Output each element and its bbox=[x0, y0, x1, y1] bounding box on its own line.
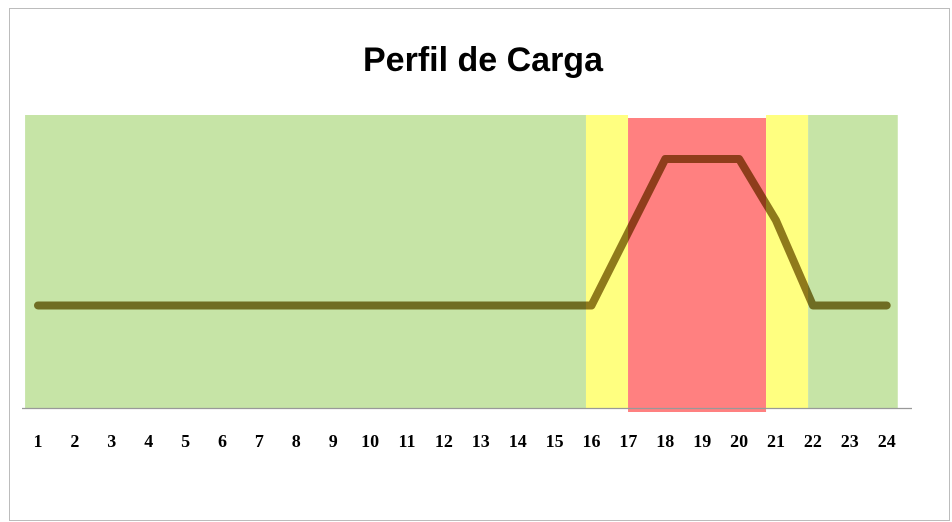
x-tick-label: 10 bbox=[361, 431, 379, 451]
period-band bbox=[808, 115, 898, 408]
x-tick-label: 1 bbox=[34, 431, 43, 451]
x-tick-label: 17 bbox=[619, 431, 637, 451]
bands bbox=[25, 115, 898, 412]
x-tick-label: 13 bbox=[472, 431, 490, 451]
x-tick-label: 7 bbox=[255, 431, 264, 451]
x-tick-label: 14 bbox=[509, 431, 527, 451]
x-tick-label: 18 bbox=[656, 431, 674, 451]
x-tick-label: 16 bbox=[583, 431, 601, 451]
chart-title: Perfil de Carga bbox=[363, 41, 604, 79]
x-tick-label: 12 bbox=[435, 431, 453, 451]
period-band bbox=[585, 115, 629, 408]
x-tick-label: 9 bbox=[329, 431, 338, 451]
x-tick-label: 21 bbox=[767, 431, 785, 451]
x-tick-label: 8 bbox=[292, 431, 301, 451]
period-band bbox=[766, 115, 809, 408]
x-tick-label: 11 bbox=[398, 431, 415, 451]
load-line bbox=[34, 154, 891, 310]
x-tick-label: 2 bbox=[70, 431, 79, 451]
period-band bbox=[25, 115, 586, 408]
x-tick-label: 3 bbox=[107, 431, 116, 451]
x-tick-label: 6 bbox=[218, 431, 227, 451]
x-tick-label: 22 bbox=[804, 431, 822, 451]
x-tick-label: 15 bbox=[546, 431, 564, 451]
x-tick-label: 20 bbox=[730, 431, 748, 451]
x-tick-label: 23 bbox=[841, 431, 859, 451]
x-tick-label: 19 bbox=[693, 431, 711, 451]
x-tick-label: 24 bbox=[878, 431, 896, 451]
x-tick-label: 4 bbox=[144, 431, 153, 451]
x-tick-label: 5 bbox=[181, 431, 190, 451]
